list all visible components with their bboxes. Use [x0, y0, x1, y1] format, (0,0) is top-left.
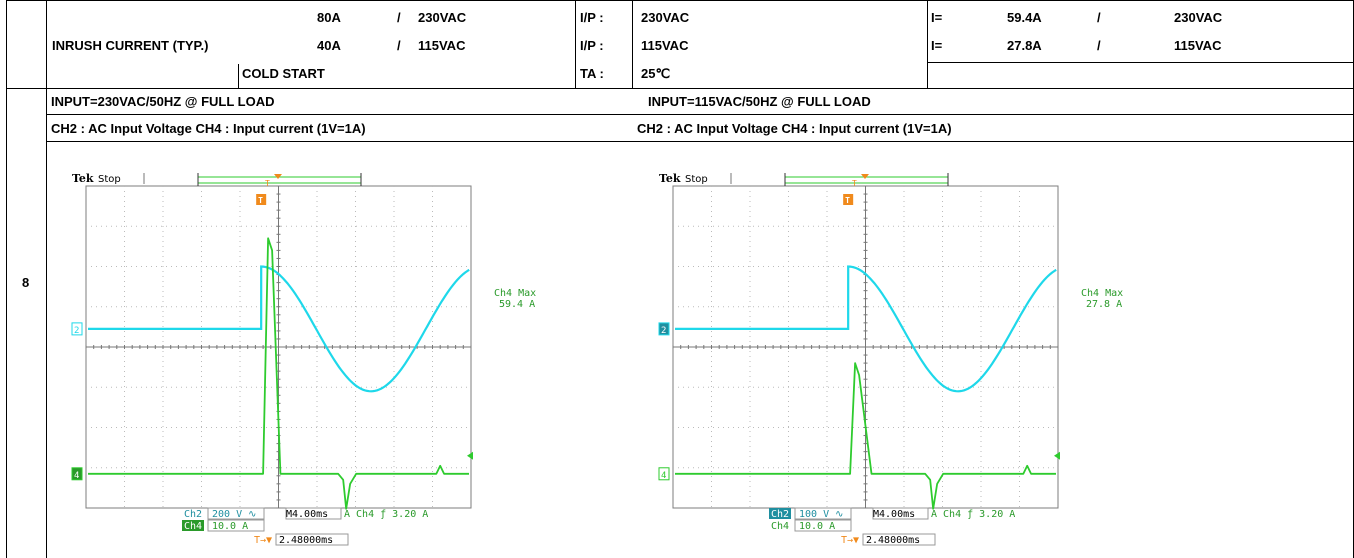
- timebase: M4.00ms: [873, 509, 915, 520]
- ch2-marker: 2: [658, 322, 670, 336]
- result-label-1: I=: [931, 10, 943, 25]
- condition-value-3: 25℃: [641, 66, 671, 81]
- ch4-marker-label: 4: [661, 471, 666, 481]
- result-sep-2: /: [1097, 38, 1101, 53]
- spec-sep-2: /: [397, 38, 401, 53]
- spec-voltage-2: 115VAC: [418, 38, 466, 53]
- trigger-level-arrow: [1054, 451, 1060, 460]
- ch2-marker-label: 2: [74, 326, 79, 336]
- ch4-name: Ch4: [184, 521, 202, 532]
- scope-brand: Tek: [659, 172, 681, 185]
- result-label-2: I=: [931, 38, 943, 53]
- ch4-current-trace: [88, 237, 469, 510]
- scope-run-state: Stop: [685, 174, 708, 185]
- input-condition-left: INPUT=230VAC/50HZ @ FULL LOAD: [51, 94, 275, 109]
- record-position-bar: [197, 176, 362, 184]
- trigger-position-icon: [861, 174, 869, 179]
- spec-voltage-1: 230VAC: [418, 10, 467, 25]
- scope-run-state: Stop: [98, 174, 121, 185]
- ch2-name: Ch2: [184, 509, 202, 520]
- condition-label-3: TA :: [580, 66, 604, 81]
- trigger-marker: [256, 194, 267, 205]
- result-voltage-2: 115VAC: [1174, 38, 1222, 53]
- trigger-level-arrow: [467, 451, 473, 460]
- scope-brand: Tek: [72, 172, 94, 185]
- result-current-1: 59.4A: [1007, 10, 1042, 25]
- record-position-bar: [784, 176, 949, 184]
- spec-current-2: 40A: [317, 38, 341, 53]
- ch4-marker-label: 4: [74, 471, 79, 481]
- oscilloscope-capture-right: Tek Stop T T 2 4 Ch4 Max 27.8 A Ch2 100 V ∿ M4.00m…: [645, 166, 1125, 554]
- trigger-position-icon: T→▼: [254, 535, 272, 546]
- measurement-label: Ch4 Max: [1081, 288, 1123, 299]
- condition-value-1: 230VAC: [641, 10, 690, 25]
- spec-label: INRUSH CURRENT (TYP.): [52, 38, 209, 53]
- timebase: M4.00ms: [286, 509, 328, 520]
- ch4-current-trace: [675, 362, 1056, 510]
- record-trigger-glyph: T: [265, 179, 270, 188]
- ch4-marker: 4: [71, 467, 83, 481]
- ch2-scale: 100 V ∿: [799, 509, 844, 520]
- ch2-scale: 200 V ∿: [212, 509, 257, 520]
- channel-legend-right: CH2 : AC Input Voltage CH4 : Input curre…: [637, 121, 952, 136]
- ch2-voltage-trace: [675, 265, 1057, 393]
- spec-current-1: 80A: [317, 10, 341, 25]
- ch4-marker: 4: [658, 467, 670, 481]
- record-trigger-glyph: T: [852, 179, 857, 188]
- scope-grid: [85, 185, 472, 509]
- condition-label-2: I/P :: [580, 38, 604, 53]
- ch4-scale: 10.0 A: [799, 521, 835, 532]
- result-sep-1: /: [1097, 10, 1101, 25]
- trigger-info: A Ch4 ƒ 3.20 A: [931, 509, 1015, 520]
- measurement-value: 59.4 A: [499, 299, 535, 310]
- oscilloscope-capture-left: Tek Stop T T 2 4 Ch4 Max 59.4 A Ch2 200 V ∿ M4.00m…: [58, 166, 538, 554]
- row-number: 8: [22, 275, 30, 290]
- trigger-marker: [843, 194, 854, 205]
- ch4-scale: 10.0 A: [212, 521, 248, 532]
- result-current-2: 27.8A: [1007, 38, 1042, 53]
- trigger-position: 2.48000ms: [279, 535, 333, 546]
- input-condition-right: INPUT=115VAC/50HZ @ FULL LOAD: [648, 94, 871, 109]
- cold-start: COLD START: [242, 66, 325, 81]
- condition-value-2: 115VAC: [641, 38, 689, 53]
- ch2-voltage-trace: [88, 265, 470, 393]
- ch4-name: Ch4: [771, 521, 789, 532]
- trigger-position-icon: [274, 174, 282, 179]
- condition-label-1: I/P :: [580, 10, 604, 25]
- ch2-marker-label: 2: [661, 326, 666, 336]
- ch2-name: Ch2: [771, 509, 789, 520]
- ch2-marker: 2: [71, 322, 83, 336]
- trigger-position: 2.48000ms: [866, 535, 920, 546]
- result-voltage-1: 230VAC: [1174, 10, 1223, 25]
- trigger-position-icon: T→▼: [841, 535, 859, 546]
- measurement-label: Ch4 Max: [494, 288, 536, 299]
- channel-legend-left: CH2 : AC Input Voltage CH4 : Input curre…: [51, 121, 366, 136]
- scope-grid: [672, 185, 1059, 509]
- trigger-marker-label: T: [845, 196, 850, 205]
- measurement-value: 27.8 A: [1086, 299, 1122, 310]
- trigger-info: A Ch4 ƒ 3.20 A: [344, 509, 428, 520]
- trigger-marker-label: T: [258, 196, 263, 205]
- spec-sep-1: /: [397, 10, 401, 25]
